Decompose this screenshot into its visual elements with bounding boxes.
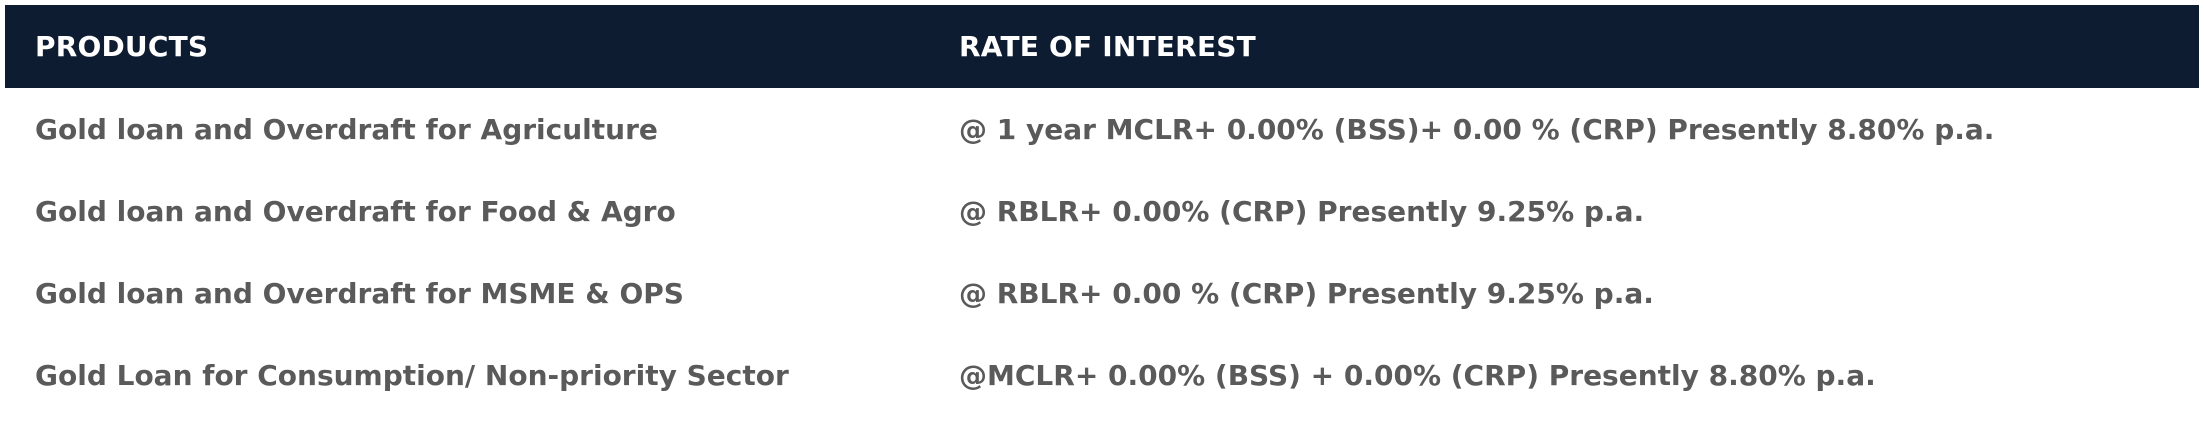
table-row: Gold loan and Overdraft for Food & Agro … xyxy=(5,170,2199,252)
table-row: Gold Loan for Consumption/ Non-priority … xyxy=(5,334,2199,416)
product-cell: Gold Loan for Consumption/ Non-priority … xyxy=(35,358,789,392)
product-cell: Gold loan and Overdraft for Agriculture xyxy=(35,112,658,146)
products-column-header: PRODUCTS xyxy=(35,30,209,63)
table-row: Gold loan and Overdraft for MSME & OPS @… xyxy=(5,252,2199,334)
interest-rate-table: PRODUCTS RATE OF INTEREST Gold loan and … xyxy=(5,5,2199,416)
rate-cell: @MCLR+ 0.00% (BSS) + 0.00% (CRP) Present… xyxy=(959,358,1876,392)
rate-cell: @ RBLR+ 0.00 % (CRP) Presently 9.25% p.a… xyxy=(959,276,1654,310)
rate-of-interest-column-header: RATE OF INTEREST xyxy=(959,30,1256,63)
rate-cell: @ 1 year MCLR+ 0.00% (BSS)+ 0.00 % (CRP)… xyxy=(959,112,1995,146)
table-header-row: PRODUCTS RATE OF INTEREST xyxy=(5,5,2199,88)
table-row: Gold loan and Overdraft for Agriculture … xyxy=(5,88,2199,170)
product-cell: Gold loan and Overdraft for Food & Agro xyxy=(35,194,676,228)
product-cell: Gold loan and Overdraft for MSME & OPS xyxy=(35,276,684,310)
rate-cell: @ RBLR+ 0.00% (CRP) Presently 9.25% p.a. xyxy=(959,194,1645,228)
